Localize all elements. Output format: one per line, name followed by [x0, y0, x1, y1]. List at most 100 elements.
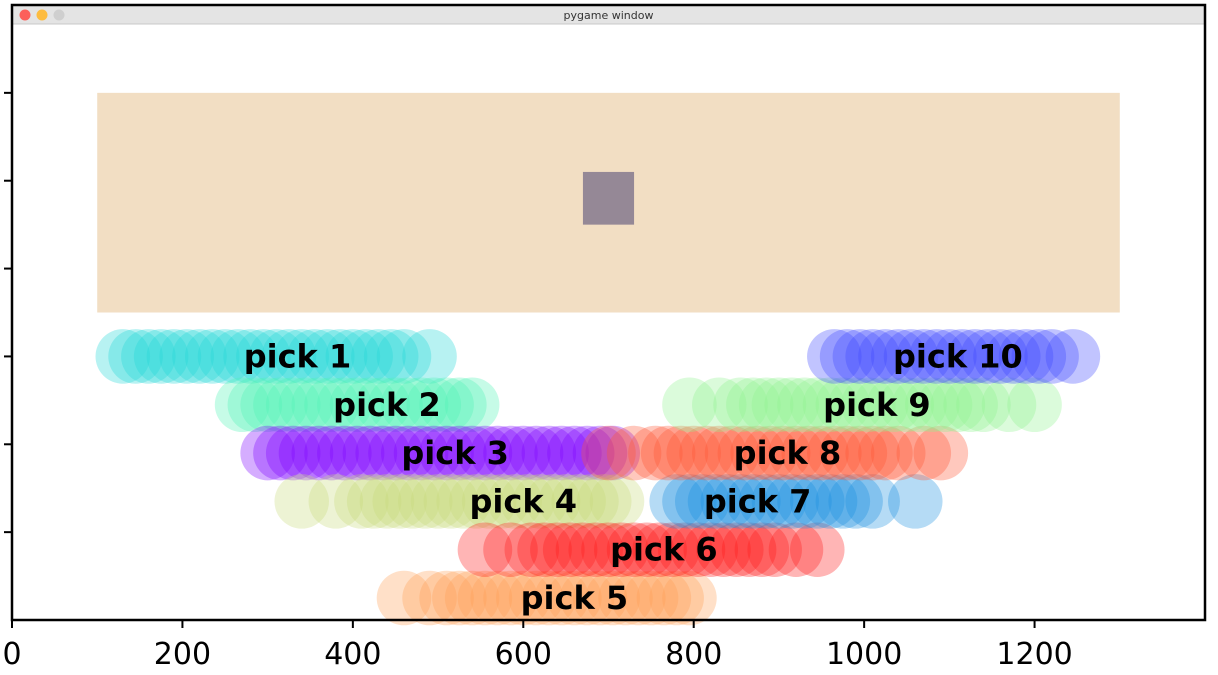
- pick-marker: [845, 474, 900, 529]
- pick-marker: [888, 474, 943, 529]
- pick-marker: [730, 425, 785, 481]
- pick-marker: [819, 329, 875, 384]
- pick-marker: [657, 522, 713, 577]
- series-label: pick 4: [470, 482, 578, 520]
- pick-marker: [794, 425, 849, 481]
- pick-marker: [406, 377, 462, 433]
- x-tick-label: 600: [495, 637, 552, 672]
- pick-marker: [534, 425, 589, 481]
- pick-marker: [236, 329, 291, 384]
- pick-marker: [726, 377, 781, 433]
- pick-marker: [436, 474, 491, 529]
- pick-marker: [363, 329, 419, 384]
- pick-marker: [713, 377, 768, 433]
- pick-marker: [696, 522, 751, 577]
- pick-marker: [359, 474, 415, 529]
- series-4: [274, 474, 645, 529]
- pick-marker: [108, 329, 163, 384]
- pick-marker: [802, 377, 858, 433]
- pick-marker: [538, 474, 594, 529]
- series-1: [95, 329, 457, 384]
- pick-marker: [393, 377, 449, 433]
- pick-marker: [828, 377, 883, 433]
- pick-marker: [734, 522, 790, 577]
- pick-marker: [781, 425, 837, 481]
- pick-marker: [943, 377, 998, 433]
- pick-marker: [291, 377, 347, 433]
- x-tick-label: 800: [665, 637, 722, 672]
- pick-marker: [470, 570, 525, 626]
- pick-marker: [542, 522, 598, 577]
- pick-marker: [483, 522, 538, 577]
- pick-marker: [547, 425, 602, 481]
- pick-marker: [317, 377, 372, 433]
- plot-area: pick 1 pick 2 pick 3 pick 4 pick 5 pick 6 pick…: [95, 92, 1120, 626]
- pick-marker: [419, 425, 474, 481]
- pick-marker: [751, 474, 807, 529]
- series-label: pick 8: [734, 434, 842, 472]
- pick-marker: [184, 329, 240, 384]
- pick-marker: [717, 425, 773, 481]
- pick-marker: [121, 329, 176, 384]
- pick-marker: [159, 329, 214, 384]
- pick-marker: [670, 522, 726, 577]
- pick-marker: [304, 377, 359, 433]
- pick-marker: [342, 377, 398, 433]
- pick-marker: [973, 329, 1028, 384]
- pick-marker: [240, 425, 295, 481]
- pick-marker: [133, 329, 189, 384]
- pick-marker: [223, 329, 278, 384]
- pick-marker: [883, 329, 939, 384]
- pick-marker: [248, 329, 304, 384]
- pick-marker: [555, 522, 611, 577]
- pick-marker: [423, 474, 479, 529]
- pick-marker: [790, 522, 845, 577]
- series-label: pick 9: [823, 386, 931, 424]
- pick-marker: [210, 329, 266, 384]
- pick-marker: [432, 425, 487, 481]
- pick-marker: [768, 425, 824, 481]
- pick-marker: [704, 425, 760, 481]
- pick-marker: [640, 425, 696, 481]
- pick-marker: [355, 377, 410, 433]
- pick-marker: [419, 570, 474, 626]
- pick-marker: [444, 377, 500, 433]
- window-chrome: pygame window: [13, 6, 1204, 25]
- pick-marker: [709, 522, 764, 577]
- series-label: pick 3: [401, 434, 509, 472]
- pick-marker: [666, 425, 721, 481]
- pick-marker: [278, 377, 334, 433]
- pick-marker: [470, 425, 525, 481]
- pick-marker: [419, 377, 474, 433]
- pick-marker: [504, 522, 560, 577]
- pick-marker: [253, 377, 308, 433]
- pick-marker: [1011, 329, 1067, 384]
- series-label: pick 2: [333, 386, 441, 424]
- pick-marker: [508, 425, 564, 481]
- pick-marker: [342, 425, 398, 481]
- pick-marker: [598, 570, 653, 626]
- x-tick-label: 200: [154, 637, 211, 672]
- pick-marker: [346, 474, 402, 529]
- pick-marker: [594, 522, 649, 577]
- pick-marker: [581, 425, 636, 481]
- pick-marker: [845, 425, 900, 481]
- target-square: [582, 171, 635, 225]
- plot-frame: [10, 3, 1207, 622]
- pick-marker: [274, 329, 329, 384]
- pick-marker: [368, 377, 423, 433]
- pick-marker: [406, 425, 462, 481]
- pick-marker: [500, 474, 555, 529]
- pick-marker: [530, 522, 585, 577]
- pick-marker: [649, 474, 704, 529]
- pick-marker: [581, 522, 636, 577]
- pick-marker: [380, 377, 436, 433]
- pick-marker: [95, 329, 151, 384]
- window-title: pygame window: [564, 9, 654, 22]
- pick-marker: [841, 377, 896, 433]
- pick-marker: [521, 570, 577, 626]
- pick-marker: [768, 522, 824, 577]
- pick-marker: [1007, 377, 1062, 433]
- pick-marker: [265, 377, 321, 433]
- pick-marker: [832, 425, 888, 481]
